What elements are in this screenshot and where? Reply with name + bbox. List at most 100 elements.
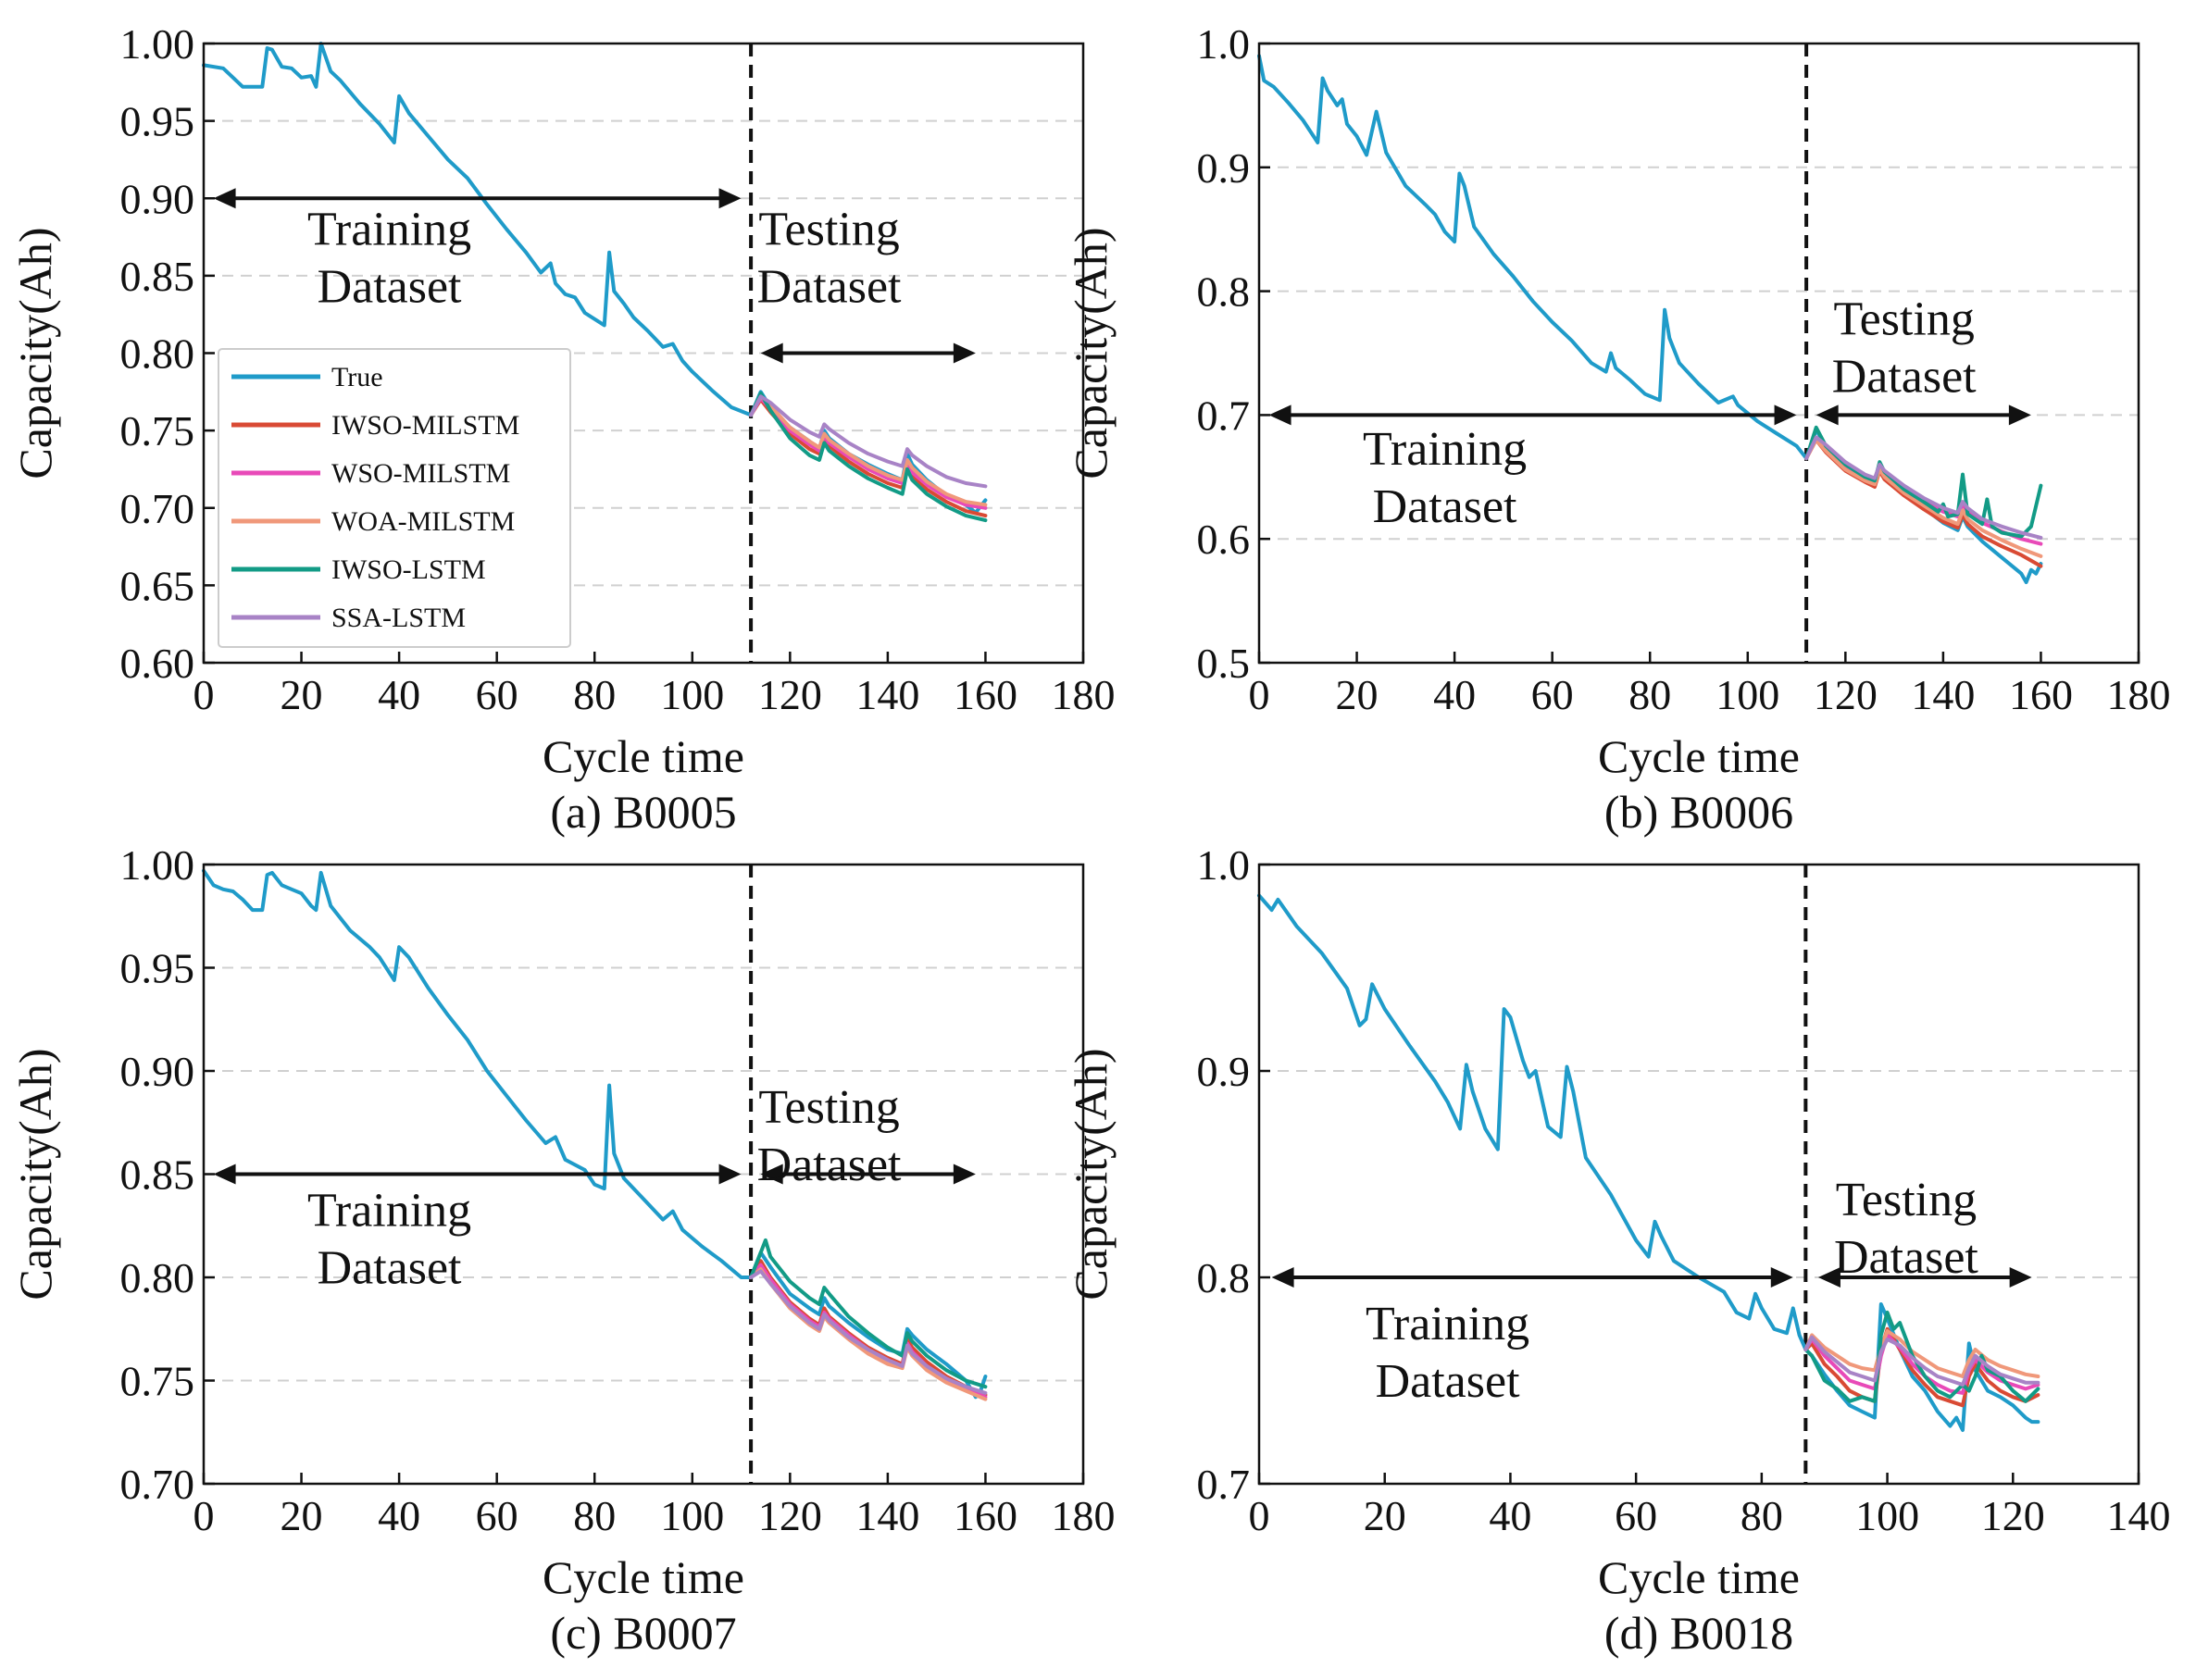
y-tick-label: 1.0 bbox=[1197, 20, 1251, 68]
y-tick-label: 0.85 bbox=[120, 1151, 195, 1199]
x-tick-label: 0 bbox=[1249, 1492, 1270, 1539]
legend-entry: WOA-MILSTM bbox=[331, 506, 515, 537]
legend: True IWSO-MILSTM WSO-MILSTM WOA-MILSTM IWSO-… bbox=[218, 348, 571, 648]
x-axis-label: Cycle time bbox=[1598, 730, 1800, 782]
series-line-woa-milstm bbox=[749, 394, 988, 507]
x-axis-label: Cycle time bbox=[543, 730, 744, 782]
x-tick-label: 40 bbox=[1489, 1492, 1531, 1539]
training-dataset-label-line: Dataset bbox=[1373, 480, 1517, 533]
x-tick-label: 80 bbox=[1741, 1492, 1783, 1539]
x-tick-label: 160 bbox=[954, 1492, 1017, 1539]
testing-dataset-label: Testing Dataset bbox=[757, 1081, 902, 1191]
y-tick-label: 0.9 bbox=[1197, 1048, 1251, 1095]
x-axis-label: Cycle time bbox=[543, 1551, 744, 1603]
training-dataset-label-line: Dataset bbox=[318, 260, 462, 313]
x-tick-label: 120 bbox=[758, 1492, 822, 1539]
train-arrow-left-head bbox=[213, 1164, 236, 1185]
test-arrow-left-head bbox=[760, 1164, 783, 1185]
y-tick-label: 0.65 bbox=[120, 562, 195, 609]
series-line-iwso-lstm bbox=[749, 1238, 988, 1389]
train-arrow-left-head bbox=[1268, 404, 1291, 426]
panel-caption: (b) B0006 bbox=[1604, 786, 1793, 838]
x-tick-label: 180 bbox=[1052, 1492, 1116, 1539]
legend-entry: True bbox=[331, 362, 383, 392]
x-tick-label: 40 bbox=[1433, 671, 1476, 718]
x-tick-label: 160 bbox=[954, 671, 1017, 718]
test-arrow-left-head bbox=[1817, 1267, 1840, 1288]
plot-frame bbox=[1257, 863, 2140, 1486]
y-tick-label: 0.70 bbox=[120, 485, 195, 532]
y-tick-label: 0.75 bbox=[120, 407, 195, 454]
x-tick-label: 20 bbox=[1364, 1492, 1406, 1539]
x-tick-label: 140 bbox=[2107, 1492, 2171, 1539]
x-tick-label: 120 bbox=[1981, 1492, 2045, 1539]
series-line-ssa-lstm bbox=[1804, 435, 2043, 540]
testing-dataset-label: Testing Dataset bbox=[757, 203, 902, 313]
x-tick-label: 80 bbox=[573, 671, 616, 718]
x-tick-label: 40 bbox=[378, 671, 420, 718]
y-tick-label: 0.75 bbox=[120, 1358, 195, 1405]
x-tick-label: 60 bbox=[1531, 671, 1574, 718]
y-tick-label: 0.7 bbox=[1197, 392, 1251, 439]
series-line-wso-milstm bbox=[1803, 1333, 2040, 1395]
x-tick-label: 100 bbox=[1855, 1492, 1919, 1539]
y-tick-label: 0.9 bbox=[1197, 144, 1251, 192]
train-arrow-right-head bbox=[1774, 404, 1797, 426]
train-arrow-right-head bbox=[718, 188, 742, 209]
series-line-woa-milstm bbox=[1803, 1329, 2040, 1378]
x-tick-label: 20 bbox=[281, 1492, 323, 1539]
testing-dataset-label: Testing Dataset bbox=[1832, 292, 1977, 403]
y-tick-label: 0.8 bbox=[1197, 268, 1251, 316]
legend-entry: WSO-MILSTM bbox=[331, 458, 510, 489]
series-line-woa-milstm bbox=[1804, 438, 2043, 558]
panel-caption: (a) B0005 bbox=[550, 786, 736, 838]
panel-caption: (d) B0018 bbox=[1604, 1607, 1793, 1659]
test-arrow-right-head bbox=[2009, 1267, 2032, 1288]
x-tick-label: 0 bbox=[193, 1492, 215, 1539]
y-tick-label: 0.6 bbox=[1197, 516, 1251, 563]
x-tick-label: 180 bbox=[2107, 671, 2171, 718]
series-line-true bbox=[1257, 893, 2040, 1432]
legend-entry: SSA-LSTM bbox=[331, 603, 466, 633]
series-line-ssa-lstm bbox=[1803, 1335, 2040, 1387]
x-tick-label: 80 bbox=[573, 1492, 616, 1539]
test-arrow-right-head bbox=[953, 1164, 976, 1185]
y-tick-label: 0.60 bbox=[120, 640, 195, 687]
x-tick-label: 60 bbox=[1615, 1492, 1657, 1539]
series-line-iwso-milstm bbox=[749, 397, 988, 518]
test-arrow-left-head bbox=[1815, 404, 1839, 426]
y-tick-label: 1.0 bbox=[1197, 841, 1251, 889]
train-arrow-right-head bbox=[1770, 1267, 1793, 1288]
testing-dataset-label-line: Testing bbox=[758, 1081, 899, 1134]
y-tick-label: 0.5 bbox=[1197, 640, 1251, 687]
training-dataset-label: Training Dataset bbox=[307, 1184, 471, 1294]
y-tick-label: 0.95 bbox=[120, 945, 195, 992]
y-axis-label: Capacity(Ah) bbox=[9, 227, 61, 479]
series-line-ssa-lstm bbox=[749, 394, 988, 489]
y-tick-label: 0.85 bbox=[120, 253, 195, 300]
test-arrow-right-head bbox=[953, 342, 976, 364]
testing-dataset-label: Testing Dataset bbox=[1834, 1174, 1978, 1284]
x-tick-label: 80 bbox=[1628, 671, 1671, 718]
training-dataset-label-line: Dataset bbox=[318, 1241, 462, 1294]
x-axis-label: Cycle time bbox=[1598, 1551, 1800, 1603]
y-tick-label: 0.90 bbox=[120, 175, 195, 222]
x-tick-label: 100 bbox=[1716, 671, 1779, 718]
x-tick-label: 140 bbox=[1911, 671, 1975, 718]
y-tick-label: 0.95 bbox=[120, 98, 195, 145]
series-line-ssa-lstm bbox=[749, 1269, 988, 1395]
series-line-wso-milstm bbox=[749, 396, 988, 510]
x-tick-label: 120 bbox=[758, 671, 822, 718]
testing-dataset-label-line: Dataset bbox=[757, 1139, 902, 1191]
plot-frame bbox=[1257, 42, 2140, 665]
training-dataset-label-line: Training bbox=[1366, 1298, 1529, 1350]
series-line-iwso-milstm bbox=[1803, 1326, 2040, 1408]
y-tick-label: 0.8 bbox=[1197, 1254, 1251, 1301]
x-tick-label: 60 bbox=[476, 1492, 518, 1539]
x-tick-label: 20 bbox=[281, 671, 323, 718]
x-tick-label: 140 bbox=[855, 1492, 919, 1539]
